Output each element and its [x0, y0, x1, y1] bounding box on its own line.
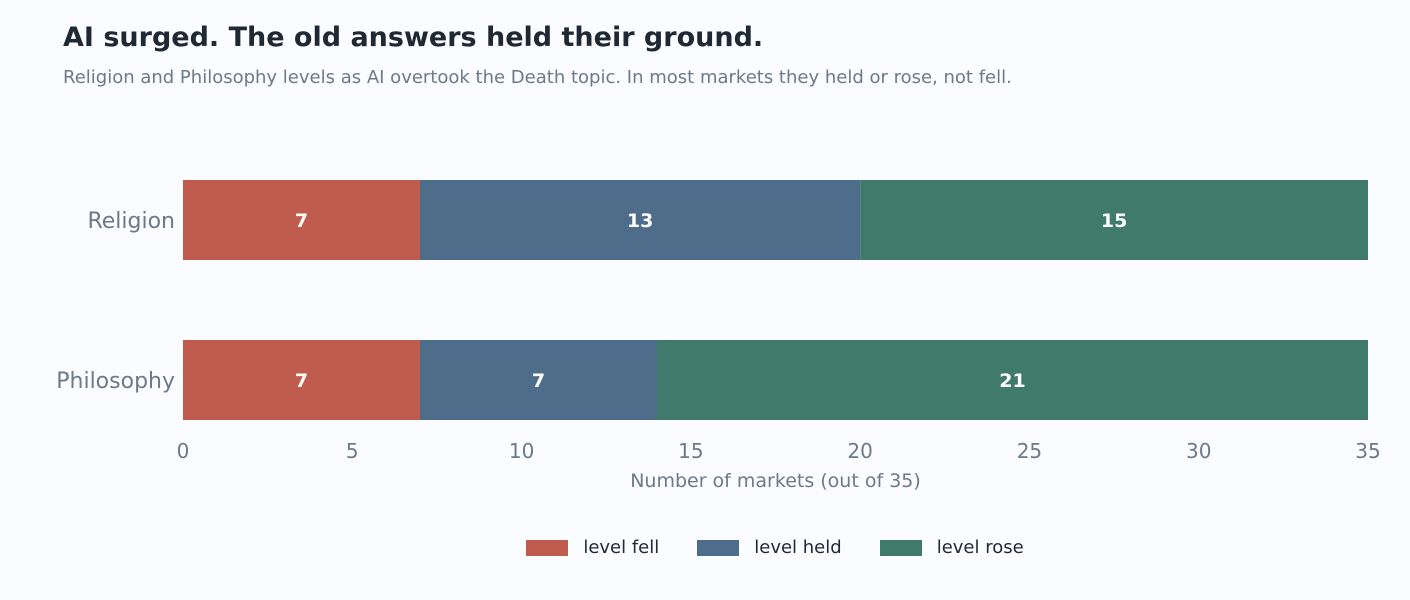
bar-religion-level-held [420, 180, 861, 260]
legend-swatch [879, 539, 922, 556]
legend-label: level held [754, 537, 842, 558]
data-label-religion-level-fell: 7 [295, 210, 308, 232]
x-tick-label-35: 35 [1355, 439, 1380, 463]
data-label-philosophy-level-fell: 7 [295, 370, 308, 392]
x-tick-label-15: 15 [678, 439, 703, 463]
bar-philosophy-level-fell [183, 340, 420, 420]
bar-philosophy-level-held [420, 340, 657, 420]
bars-group: 7 13 15 7 7 21 [183, 180, 1368, 420]
category-labels: Religion Philosophy [56, 209, 175, 394]
legend-item-level-fell: level fell [526, 537, 659, 558]
x-axis-label: Number of markets (out of 35) [630, 470, 921, 492]
data-label-religion-level-held: 13 [627, 210, 653, 232]
legend: level fell level held level rose [0, 537, 1410, 558]
legend-item-level-held: level held [697, 537, 842, 558]
legend-swatch [697, 539, 740, 556]
x-tick-label-5: 5 [346, 439, 359, 463]
bar-philosophy-level-rose [657, 340, 1368, 420]
data-label-religion-level-rose: 15 [1101, 210, 1127, 232]
legend-item-level-rose: level rose [879, 537, 1024, 558]
legend-swatch [526, 539, 569, 556]
chart-subtitle: Religion and Philosophy levels as AI ove… [63, 67, 1012, 88]
x-tick-label-0: 0 [177, 439, 190, 463]
bar-religion-level-rose [860, 180, 1368, 260]
x-tick-label-20: 20 [847, 439, 872, 463]
x-tick-label-25: 25 [1017, 439, 1042, 463]
chart-title: AI surged. The old answers held their gr… [63, 22, 764, 53]
data-label-philosophy-level-held: 7 [532, 370, 545, 392]
x-tick-label-10: 10 [509, 439, 534, 463]
bar-religion-level-fell [183, 180, 420, 260]
data-label-philosophy-level-rose: 21 [999, 370, 1025, 392]
x-ticks: 0 5 10 15 20 25 30 35 [177, 439, 1381, 463]
category-label-philosophy: Philosophy [56, 369, 175, 394]
legend-label: level rose [936, 537, 1024, 558]
legend-label: level fell [583, 537, 660, 558]
category-label-religion: Religion [87, 209, 175, 234]
x-tick-label-30: 30 [1186, 439, 1211, 463]
